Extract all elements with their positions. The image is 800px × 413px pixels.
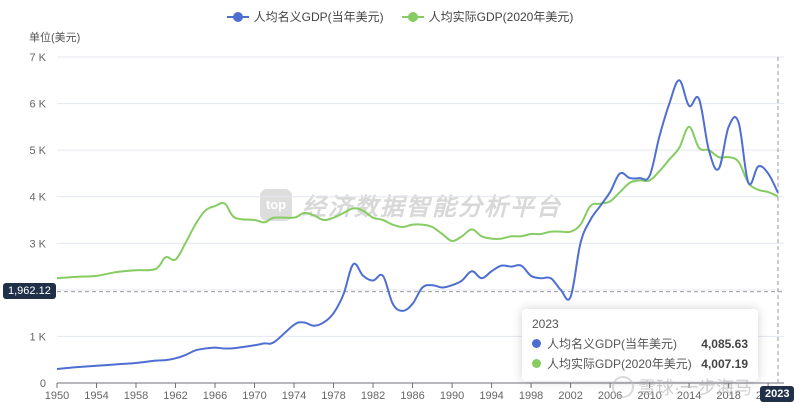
x-tick-label: 1990 <box>440 390 464 402</box>
tooltip-title: 2023 <box>532 317 559 331</box>
tooltip-dot-real-icon <box>532 359 541 368</box>
x-tick-label: 1994 <box>479 390 503 402</box>
tooltip-row-real: 人均实际GDP(2020年美元) 4,007.19 <box>532 355 748 372</box>
tooltip-name-real: 人均实际GDP(2020年美元) <box>547 357 692 371</box>
x-tick-label: 1998 <box>519 390 543 402</box>
x-tick-label: 1962 <box>163 390 187 402</box>
tooltip-value-nominal: 4,085.63 <box>701 336 748 351</box>
x-tick-label: 1974 <box>282 390 306 402</box>
x-tick-label: 1982 <box>361 390 385 402</box>
secondary-watermark-logo-icon <box>612 376 634 398</box>
legend-item-real[interactable]: 人均实际GDP(2020年美元) <box>401 8 574 25</box>
x-tick-label: 2010 <box>637 390 661 402</box>
series-line-real <box>56 125 779 280</box>
tooltip-row-nominal: 人均名义GDP(当年美元) 4,085.63 <box>532 335 748 352</box>
x-tick-label: 1950 <box>45 390 69 402</box>
y-axis-pointer-label: 1,962.12 <box>3 283 56 299</box>
x-tick-label: 2018 <box>716 390 740 402</box>
x-tick-label: 1966 <box>203 390 227 402</box>
series-line-nominal <box>56 79 779 371</box>
tooltip-dot-nominal-icon <box>532 339 541 348</box>
legend-label-real: 人均实际GDP(2020年美元) <box>428 10 574 24</box>
legend-label-nominal: 人均名义GDP(当年美元) <box>253 10 384 24</box>
y-axis-unit: 单位(美元) <box>29 32 81 44</box>
y-tick-label: 7 K <box>29 52 46 64</box>
watermark: top 经济数据智能分析平台 <box>260 187 562 222</box>
x-tick-label: 1970 <box>242 390 266 402</box>
y-tick-label: 6 K <box>29 99 46 111</box>
tooltip: 2023 人均名义GDP(当年美元) 4,085.63 人均实际GDP(2020… <box>522 309 758 381</box>
y-tick-label: 1 K <box>29 331 46 343</box>
legend-swatch-real-icon <box>401 11 424 22</box>
secondary-watermark: 雪球·一步海马 <box>612 374 752 400</box>
secondary-watermark-text: 雪球·一步海马 <box>638 378 752 398</box>
tooltip-value-real: 4,007.19 <box>701 356 748 371</box>
y-tick-label: 3 K <box>29 238 46 250</box>
x-tick-label: 1986 <box>400 390 424 402</box>
y-tick-label: 4 K <box>29 192 46 204</box>
y-tick-label: 0 <box>40 378 46 390</box>
watermark-text: 经济数据智能分析平台 <box>302 194 562 221</box>
x-tick-label: 1978 <box>321 390 345 402</box>
legend-swatch-nominal-icon <box>226 11 249 22</box>
x-tick-label: 2014 <box>677 390 701 402</box>
watermark-logo-icon: top <box>260 188 292 221</box>
tooltip-name-nominal: 人均名义GDP(当年美元) <box>547 337 677 351</box>
x-tick-label: 2002 <box>558 390 582 402</box>
y-tick-label: 5 K <box>29 145 46 157</box>
legend-item-nominal[interactable]: 人均名义GDP(当年美元) <box>226 8 384 25</box>
x-tick-label: 1954 <box>84 390 108 402</box>
legend: 人均名义GDP(当年美元) 人均实际GDP(2020年美元) <box>0 8 800 25</box>
x-tick-label: 1958 <box>124 390 148 402</box>
x-axis-pointer-label: 2023 <box>760 386 795 402</box>
